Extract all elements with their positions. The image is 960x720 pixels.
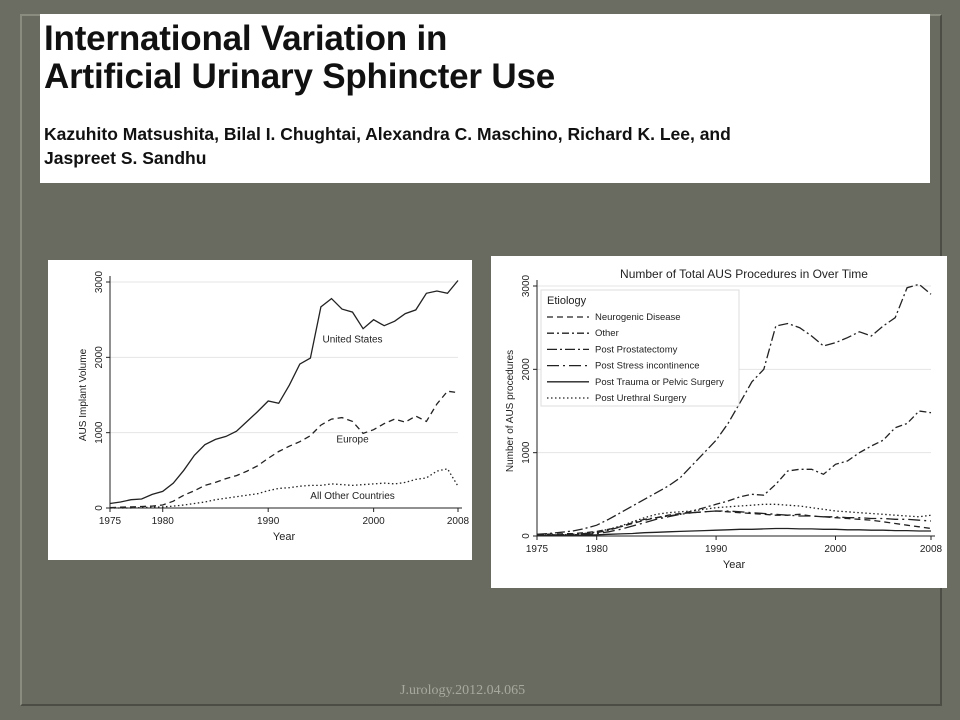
x-tick-label: 2000 bbox=[363, 516, 386, 527]
implant-volume-chart: 0 1000 2000 3000 1975 1980 1990 2000 2008 Year AUS… bbox=[48, 260, 472, 560]
series-line-neurogenic-disease bbox=[536, 510, 932, 535]
series-line-post-stress-incontinence bbox=[536, 510, 932, 537]
series-line-other bbox=[536, 410, 932, 536]
legend-label: Other bbox=[595, 328, 619, 339]
series-line-post-urethral-surgery bbox=[536, 503, 932, 536]
x-tick-label: 1990 bbox=[705, 544, 728, 555]
y-tick-label: 0 bbox=[521, 533, 532, 539]
series-label: Europe bbox=[336, 434, 369, 445]
paper-title-line-1: International Variation in bbox=[44, 19, 448, 58]
series-label: United States bbox=[323, 334, 383, 345]
doi-reference: J.urology.2012.04.065 bbox=[400, 683, 526, 698]
x-tick-label: 2008 bbox=[447, 516, 470, 527]
x-tick-label: 1975 bbox=[526, 544, 549, 555]
legend-label: Post Trauma or Pelvic Surgery bbox=[595, 377, 724, 388]
series-line-united-states bbox=[109, 280, 459, 505]
series-label: All Other Countries bbox=[310, 491, 394, 502]
series-line-post-prostatectomy bbox=[536, 283, 932, 535]
x-tick-label: 2008 bbox=[920, 544, 943, 555]
y-tick-label: 1000 bbox=[521, 441, 532, 464]
x-tick-label: 1980 bbox=[152, 516, 175, 527]
paper-title: International Variation in Artificial Ur… bbox=[44, 20, 734, 96]
legend-title: Etiology bbox=[547, 295, 587, 307]
procedures-by-etiology-chart-svg: 0 1000 2000 3000 1975 1980 1990 2000 2008 Year Num… bbox=[505, 267, 943, 571]
legend-label: Post Stress incontinence bbox=[595, 361, 700, 372]
y-tick-label: 2000 bbox=[94, 346, 105, 369]
x-axis-title: Year bbox=[723, 559, 746, 571]
x-tick-label: 1975 bbox=[99, 516, 122, 527]
chart-title: Number of Total AUS Procedures in Over T… bbox=[620, 267, 868, 281]
y-axis-title: AUS Implant Volume bbox=[78, 348, 89, 441]
x-tick-label: 1990 bbox=[257, 516, 280, 527]
x-axis-title: Year bbox=[273, 531, 296, 543]
paper-authors: Kazuhito Matsushita, Bilal I. Chughtai, … bbox=[44, 122, 924, 170]
legend-label: Post Prostatectomy bbox=[595, 344, 678, 355]
y-tick-label: 3000 bbox=[521, 274, 532, 297]
series-line-all-other-countries bbox=[110, 468, 459, 509]
series-line-europe bbox=[109, 390, 459, 509]
series-line-post-trauma-or-pelvic-surgery bbox=[537, 527, 931, 537]
implant-volume-chart-svg: 0 1000 2000 3000 1975 1980 1990 2000 2008 Year AUS… bbox=[78, 270, 470, 543]
y-tick-label: 3000 bbox=[94, 270, 105, 293]
y-tick-label: 0 bbox=[94, 505, 105, 511]
paper-header: International Variation in Artificial Ur… bbox=[40, 14, 930, 183]
y-tick-label: 1000 bbox=[94, 421, 105, 444]
x-tick-label: 2000 bbox=[824, 544, 847, 555]
paper-title-line-2: Artificial Urinary Sphincter Use bbox=[44, 57, 555, 96]
legend-label: Post Urethral Surgery bbox=[595, 393, 687, 404]
x-tick-label: 1980 bbox=[586, 544, 609, 555]
legend-label: Neurogenic Disease bbox=[595, 312, 681, 323]
paper-authors-line-1: Kazuhito Matsushita, Bilal I. Chughtai, … bbox=[44, 124, 731, 144]
y-tick-label: 2000 bbox=[521, 358, 532, 381]
procedures-by-etiology-chart: 0 1000 2000 3000 1975 1980 1990 2000 2008 Year Num… bbox=[491, 256, 947, 588]
legend-box bbox=[540, 289, 740, 407]
y-axis-title: Number of AUS procedures bbox=[505, 350, 516, 472]
paper-authors-line-2: Jaspreet S. Sandhu bbox=[44, 148, 207, 168]
